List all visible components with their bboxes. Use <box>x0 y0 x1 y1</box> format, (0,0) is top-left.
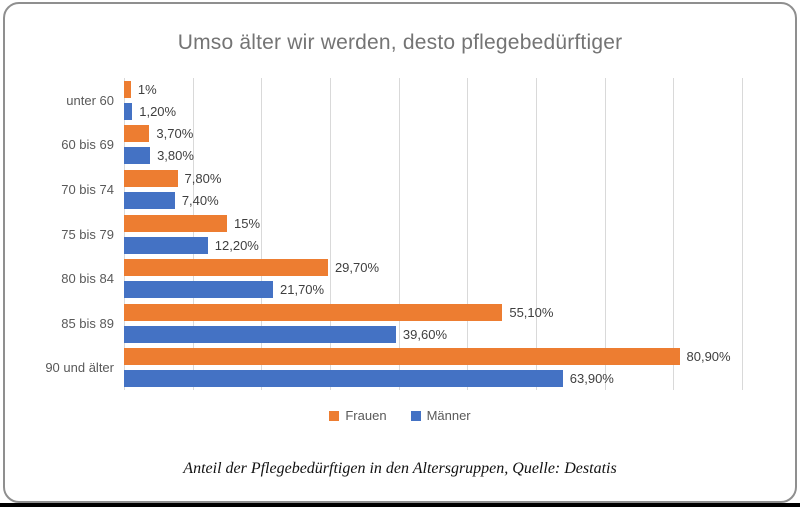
category-label-75-bis-79: 75 bis 79 <box>61 226 114 242</box>
group-85-bis-89: 55,10% 39,60% <box>124 301 742 346</box>
legend: Frauen Männer <box>0 408 800 423</box>
value-label: 29,70% <box>334 260 380 276</box>
bottom-strip <box>0 503 800 507</box>
value-label: 12,20% <box>214 237 259 253</box>
frauen-swatch-icon <box>329 410 340 421</box>
gridline-0 <box>124 78 125 390</box>
bar-line: 29,70% <box>124 259 742 277</box>
gridline-10 <box>192 78 194 390</box>
chart-caption: Anteil der Pflegebedürftigen in den Alte… <box>183 460 617 477</box>
group-90-und-aelter: 80,90% 63,90% <box>124 345 742 390</box>
group-75-bis-79: 15% 12,20% <box>124 212 742 257</box>
maenner-bar-90-und-aelter <box>124 370 563 388</box>
plot-area: 1% 1,20% 3,70% 3,80% 7,80% 7,40% 15% 12,20% 29,7… <box>124 78 743 390</box>
bar-line: 7,80% <box>124 169 742 187</box>
group-60-bis-69: 3,70% 3,80% <box>124 123 742 168</box>
legend-item-frauen: Frauen <box>329 408 387 423</box>
group-70-bis-74: 7,80% 7,40% <box>124 167 742 212</box>
bar-line: 12,20% <box>124 236 742 254</box>
bar-line: 80,90% <box>124 348 742 366</box>
category-label-85-bis-89: 85 bis 89 <box>61 315 114 331</box>
maenner-swatch-icon <box>410 410 421 421</box>
frauen-bar-85-bis-89 <box>124 303 503 321</box>
gridline-60 <box>536 78 537 390</box>
bar-line: 63,90% <box>124 370 742 388</box>
category-label-90-und-aelter: 90 und älter <box>45 360 114 376</box>
frauen-bar-75-bis-79 <box>124 214 227 232</box>
bar-line: 15% <box>124 214 742 232</box>
gridline-70 <box>604 78 606 390</box>
legend-label-maenner: Männer <box>426 408 471 423</box>
frauen-bar-90-und-aelter <box>124 348 680 366</box>
value-label: 15% <box>234 215 261 231</box>
value-label: 1% <box>137 81 157 97</box>
group-unter-60: 1% 1,20% <box>124 78 742 123</box>
bar-rows: 1% 1,20% 3,70% 3,80% 7,80% 7,40% 15% 12,20% 29,7… <box>124 78 742 390</box>
bar-line: 55,10% <box>124 303 742 321</box>
maenner-bar-75-bis-79 <box>124 236 208 254</box>
value-label: 7,80% <box>184 170 222 186</box>
value-label: 3,70% <box>156 126 194 142</box>
value-label: 21,70% <box>280 282 325 298</box>
bar-line: 1% <box>124 80 742 98</box>
gridlines <box>124 78 743 390</box>
value-label: 39,60% <box>402 326 447 342</box>
bar-line: 39,60% <box>124 325 742 343</box>
maenner-bar-85-bis-89 <box>124 325 396 343</box>
category-axis: unter 60 60 bis 69 70 bis 74 75 bis 79 80 bi… <box>0 78 114 390</box>
category-label-70-bis-74: 70 bis 74 <box>61 181 114 197</box>
legend-label-frauen: Frauen <box>345 408 387 423</box>
gridline-20 <box>261 78 263 390</box>
frauen-bar-80-bis-84 <box>124 259 328 277</box>
category-label-60-bis-69: 60 bis 69 <box>61 137 114 153</box>
bar-line: 21,70% <box>124 281 742 299</box>
maenner-bar-unter-60 <box>124 102 133 120</box>
value-label: 55,10% <box>509 304 554 320</box>
group-80-bis-84: 29,70% 21,70% <box>124 256 742 301</box>
legend-item-maenner: Männer <box>410 408 471 423</box>
chart-title: Umso älter wir werden, desto pflegebedür… <box>177 31 623 54</box>
maenner-bar-80-bis-84 <box>124 281 273 299</box>
gridline-40 <box>398 78 400 390</box>
frauen-bar-60-bis-69 <box>124 125 150 143</box>
gridline-50 <box>467 78 469 390</box>
bar-line: 1,20% <box>124 102 742 120</box>
value-label: 63,90% <box>569 371 614 387</box>
bar-line: 7,40% <box>124 191 742 209</box>
gridline-30 <box>330 78 331 390</box>
value-label: 1,20% <box>139 103 177 119</box>
value-label: 80,90% <box>686 349 731 365</box>
category-label-unter-60: unter 60 <box>66 92 114 108</box>
bar-line: 3,80% <box>124 147 742 165</box>
gridline-80 <box>673 78 675 390</box>
maenner-bar-60-bis-69 <box>124 147 151 165</box>
frauen-bar-70-bis-74 <box>124 169 178 187</box>
frauen-bar-unter-60 <box>124 80 131 98</box>
gridline-90 <box>742 78 743 390</box>
value-label: 3,80% <box>157 148 194 164</box>
bar-line: 3,70% <box>124 125 742 143</box>
category-label-80-bis-84: 80 bis 84 <box>61 271 114 287</box>
maenner-bar-70-bis-74 <box>124 191 175 209</box>
value-label: 7,40% <box>181 192 219 208</box>
